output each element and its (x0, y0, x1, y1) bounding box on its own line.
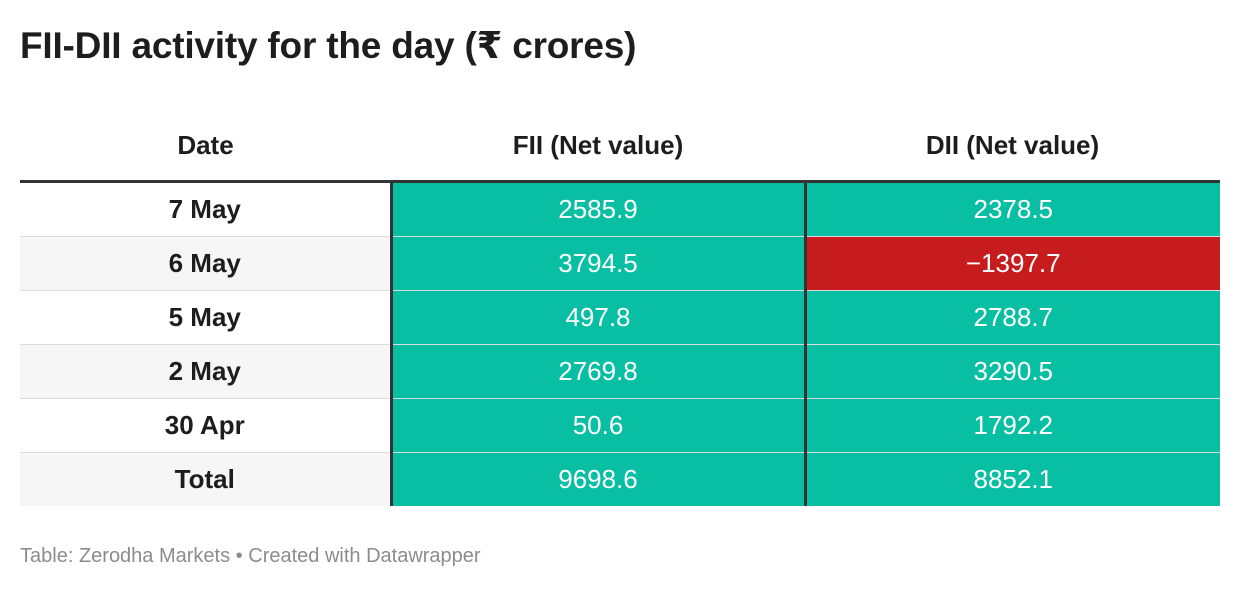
column-header-date[interactable]: Date (20, 110, 391, 183)
fii-value-cell: 9698.6 (389, 452, 805, 506)
dii-value-cell: 8852.1 (803, 452, 1220, 506)
table-row: 7 May 2585.9 2378.5 (20, 181, 1220, 237)
table-header: Date FII (Net value) DII (Net value) (20, 110, 1220, 183)
fii-dii-table: Date FII (Net value) DII (Net value) 7 M… (20, 110, 1220, 506)
fii-value-cell: 50.6 (389, 398, 805, 453)
header-row: Date FII (Net value) DII (Net value) (20, 110, 1220, 183)
date-cell: 5 May (20, 290, 391, 345)
chart-title: FII-DII activity for the day (₹ crores) (20, 25, 637, 66)
date-cell: 6 May (20, 236, 391, 291)
fii-value-cell: 2585.9 (389, 181, 805, 237)
footer-separator: • (235, 545, 243, 567)
fii-value-cell: 497.8 (389, 290, 805, 345)
column-header-dii[interactable]: DII (Net value) (805, 110, 1220, 183)
dii-value-cell: −1397.7 (803, 236, 1220, 291)
date-cell: 30 Apr (20, 398, 391, 453)
dii-value-cell: 2788.7 (803, 290, 1220, 345)
table-row: 5 May 497.8 2788.7 (20, 290, 1220, 345)
source-label: Table: (20, 545, 74, 567)
table-row: Total 9698.6 8852.1 (20, 452, 1220, 506)
table-row: 6 May 3794.5 −1397.7 (20, 236, 1220, 291)
table-row: 30 Apr 50.6 1792.2 (20, 398, 1220, 453)
source-name: Zerodha Markets (78, 545, 231, 567)
footer-credit: Table: Zerodha Markets • Created with Da… (20, 545, 481, 568)
date-cell: 7 May (20, 181, 391, 237)
table-body: 7 May 2585.9 2378.5 6 May 3794.5 −1397.7 5 May… (20, 181, 1220, 506)
date-cell: Total (20, 452, 391, 506)
table-row: 2 May 2769.8 3290.5 (20, 344, 1220, 399)
dii-value-cell: 3290.5 (803, 344, 1220, 399)
dii-value-cell: 2378.5 (803, 181, 1220, 237)
date-cell: 2 May (20, 344, 391, 399)
dii-value-cell: 1792.2 (803, 398, 1220, 453)
datawrapper-credit: Created with Datawrapper (248, 545, 481, 567)
column-header-fii[interactable]: FII (Net value) (391, 110, 805, 183)
fii-value-cell: 3794.5 (389, 236, 805, 291)
fii-value-cell: 2769.8 (389, 344, 805, 399)
